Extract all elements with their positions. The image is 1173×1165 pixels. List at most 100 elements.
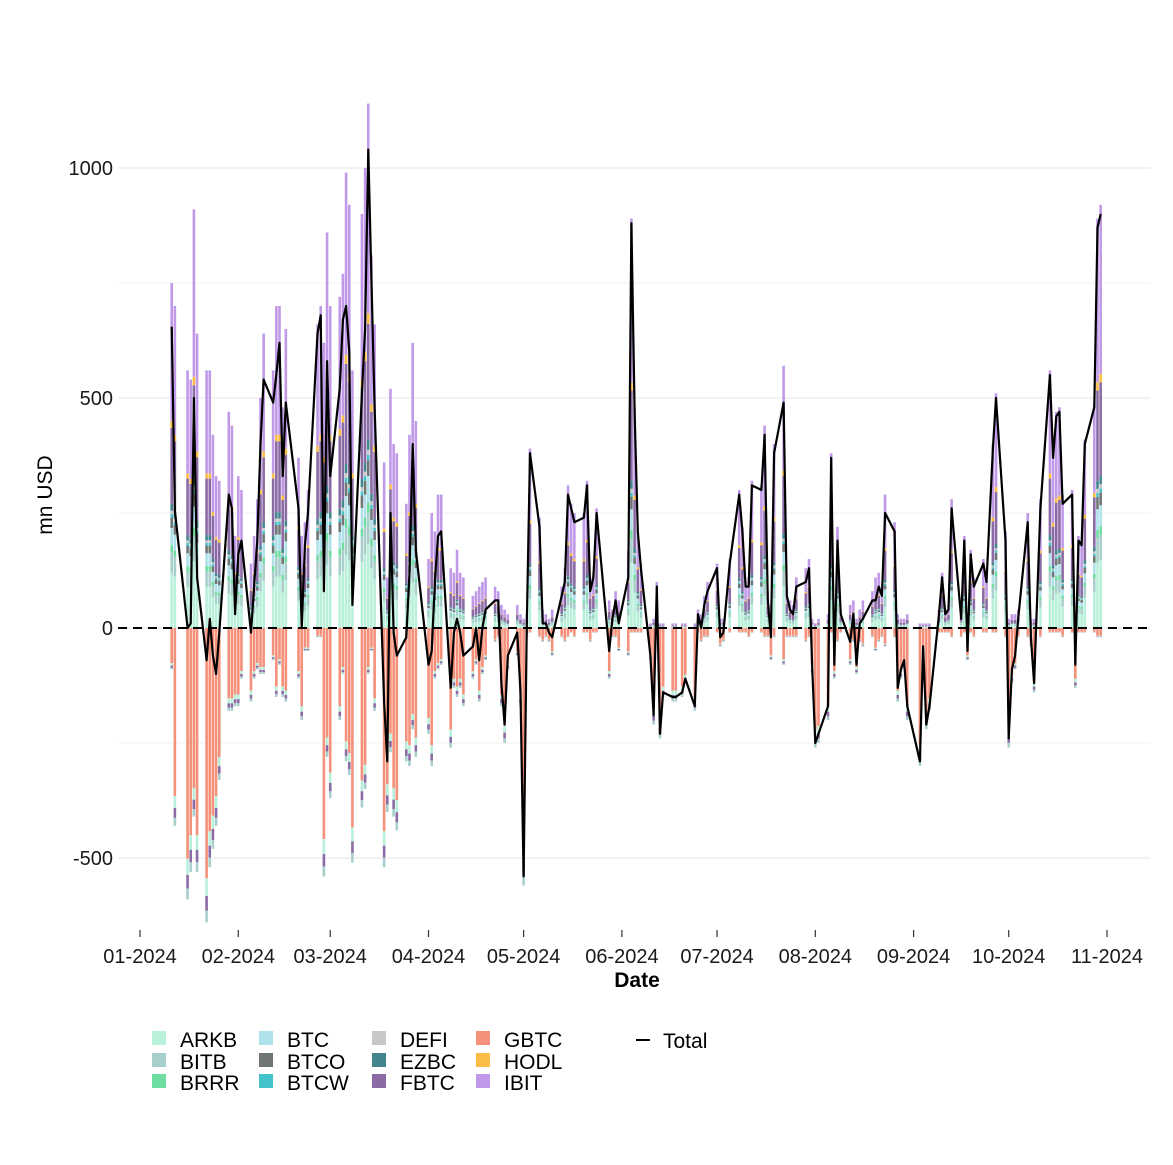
bar-segment-defi xyxy=(316,525,319,528)
bar-segment-fbtc xyxy=(744,601,747,611)
bar-segment-ibit xyxy=(462,577,465,597)
bar-segment-brrr xyxy=(367,502,370,512)
bar-segment-bitb xyxy=(1055,580,1058,593)
bar-segment-btc xyxy=(792,621,795,622)
bar-segment-brrr xyxy=(595,599,598,601)
bar-segment-btc xyxy=(973,613,976,616)
bar-segment-arkb xyxy=(529,599,532,628)
bar-segment-btcw xyxy=(592,610,595,611)
bar-segment-arkb xyxy=(170,663,173,665)
bar-segment-fbtc xyxy=(573,561,576,586)
bar-segment-btco xyxy=(773,569,776,575)
bar-segment-gbtc xyxy=(240,628,243,671)
bar-segment-fbtc xyxy=(475,661,478,663)
bar-segment-ezbc xyxy=(453,608,456,609)
bar-segment-btc xyxy=(186,553,189,566)
bar-segment-bitb xyxy=(361,800,364,807)
bar-segment-ibit xyxy=(475,591,478,606)
bar-segment-bitb xyxy=(1096,538,1099,563)
bar-segment-bitb xyxy=(462,703,465,706)
bar-segment-ezbc xyxy=(760,577,763,580)
bar-segment-fbtc xyxy=(567,545,570,576)
bar-segment-fbtc xyxy=(281,500,284,549)
bar-segment-btco xyxy=(453,610,456,612)
bar-segment-btc xyxy=(383,580,386,588)
bar-segment-brrr xyxy=(884,596,887,599)
bar-segment-gbtc xyxy=(234,628,237,694)
bar-segment-btc xyxy=(170,528,173,545)
bar-segment-brrr xyxy=(627,609,630,611)
bar-segment-defi xyxy=(342,508,345,512)
bar-segment-defi xyxy=(1099,484,1102,488)
bar-segment-ibit xyxy=(649,623,652,625)
bar-segment-defi xyxy=(595,587,598,588)
bar-segment-brrr xyxy=(973,616,976,617)
bar-segment-arkb xyxy=(383,602,386,628)
bar-segment-bitb xyxy=(519,625,522,626)
bar-segment-hodl xyxy=(250,589,253,590)
bar-segment-btcw xyxy=(1058,555,1061,557)
bar-segment-ezbc xyxy=(481,611,484,612)
bar-segment-btco xyxy=(944,622,947,623)
bar-segment-fbtc xyxy=(218,766,221,774)
bar-segment-fbtc xyxy=(906,620,909,623)
bar-segment-btco xyxy=(792,621,795,622)
bar-segment-brrr xyxy=(345,519,348,528)
bar-segment-ezbc xyxy=(747,610,750,611)
bar-segment-arkb xyxy=(237,604,240,628)
bar-segment-btco xyxy=(995,553,998,560)
bar-segment-arkb xyxy=(716,618,719,628)
bar-segment-arkb xyxy=(633,593,636,628)
bar-segment-ezbc xyxy=(281,549,284,553)
bar-segment-btco xyxy=(503,622,506,623)
bar-segment-btc xyxy=(262,543,265,558)
bar-segment-arkb xyxy=(440,607,443,628)
bar-segment-gbtc xyxy=(836,628,839,640)
bar-segment-fbtc xyxy=(1061,551,1064,580)
bar-segment-btc xyxy=(205,553,208,566)
bar-segment-btc xyxy=(950,591,953,597)
bar-segment-arkb xyxy=(240,606,243,628)
bar-segment-fbtc xyxy=(348,762,351,769)
bar-segment-fbtc xyxy=(345,364,348,464)
bar-segment-gbtc xyxy=(766,628,769,636)
bar-segment-ibit xyxy=(389,389,392,485)
bar-segment-btcw xyxy=(564,608,567,609)
bar-segment-bitb xyxy=(1039,600,1042,608)
legend-label-bitb: BITB xyxy=(180,1051,227,1074)
bar-segment-btcw xyxy=(262,531,265,534)
bar-segment-fbtc xyxy=(338,436,341,509)
bar-segment-btco xyxy=(941,610,944,612)
bar-segment-ibit xyxy=(852,600,855,611)
bar-segment-hodl xyxy=(982,587,985,588)
bar-segment-btc xyxy=(614,617,617,619)
bar-segment-defi xyxy=(1096,489,1099,493)
bar-segment-arkb xyxy=(538,610,541,628)
bar-segment-arkb xyxy=(342,571,345,628)
bar-segment-defi xyxy=(633,553,636,555)
bar-segment-gbtc xyxy=(805,628,808,640)
bar-segment-arkb xyxy=(411,582,414,628)
bar-segment-brrr xyxy=(208,566,211,571)
bar-segment-arkb xyxy=(564,640,567,641)
bar-segment-defi xyxy=(874,611,877,612)
bar-segment-defi xyxy=(212,562,215,564)
bar-segment-btc xyxy=(440,589,443,596)
bar-segment-ezbc xyxy=(973,610,976,611)
bar-segment-arkb xyxy=(541,640,544,641)
bar-segment-arkb xyxy=(453,679,456,683)
bar-segment-fbtc xyxy=(592,596,595,608)
bar-segment-arkb xyxy=(351,827,354,841)
bar-segment-bitb xyxy=(896,699,899,702)
bar-segment-btco xyxy=(973,612,976,614)
bar-segment-btc xyxy=(763,569,766,579)
bar-segment-ezbc xyxy=(985,610,988,611)
bar-segment-btco xyxy=(170,518,173,528)
bar-segment-bitb xyxy=(307,650,310,651)
bar-segment-btc xyxy=(342,525,345,543)
bar-segment-gbtc xyxy=(795,628,798,636)
bar-segment-fbtc xyxy=(250,695,253,699)
bar-segment-bitb xyxy=(839,624,842,625)
bar-segment-defi xyxy=(589,611,592,612)
bar-segment-bitb xyxy=(256,668,259,670)
